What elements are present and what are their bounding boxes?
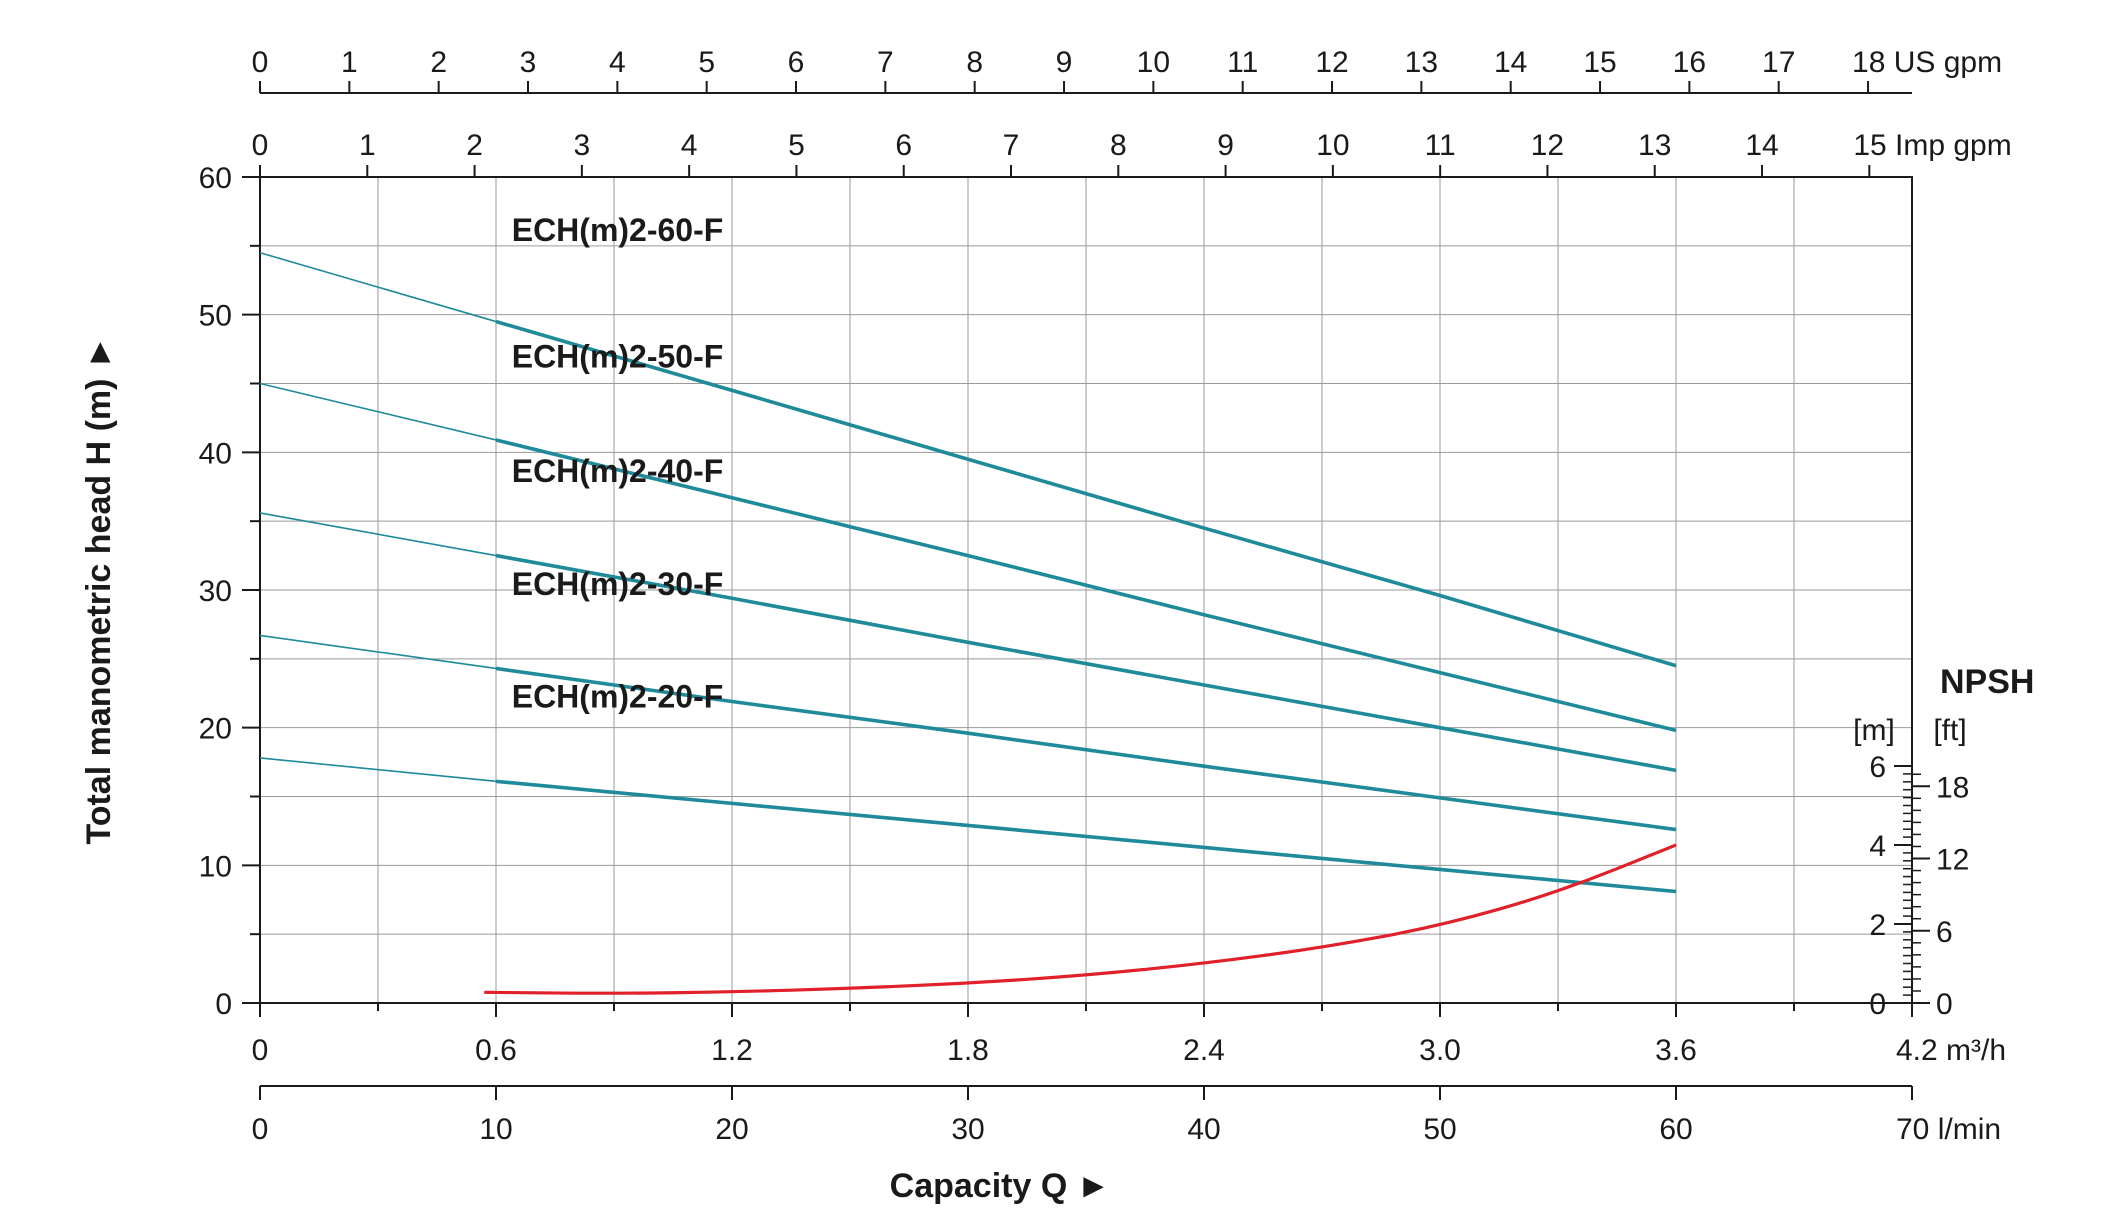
y-tick-label: 60 — [199, 162, 232, 195]
x-tick-label: 1.8 — [947, 1034, 989, 1067]
imp-gpm-tick-label: 13 — [1638, 129, 1671, 162]
imp-gpm-tick-label: 14 — [1745, 129, 1778, 162]
y-tick-label: 50 — [199, 300, 232, 333]
x-tick-label: 0 — [252, 1034, 269, 1067]
lmin-tick-label: 50 — [1423, 1113, 1456, 1146]
imp-gpm-tick-label: 10 — [1316, 129, 1349, 162]
npsh-unit-ft: [ft] — [1933, 714, 1966, 747]
us-gpm-tick-label: 8 — [966, 46, 983, 79]
imp-gpm-tick-label: 6 — [895, 129, 912, 162]
npsh-ft-tick-label: 6 — [1936, 916, 1953, 949]
us-gpm-tick-label: 5 — [698, 46, 715, 79]
us-gpm-tick-label: 7 — [877, 46, 894, 79]
curve-0 — [495, 319, 1677, 668]
imp-gpm-tick-label: 11 — [1425, 129, 1456, 162]
us-gpm-tick-label: 3 — [520, 46, 537, 79]
curve-label: ECH(m)2-40-F — [512, 453, 724, 489]
npsh-m-tick-label: 6 — [1869, 751, 1886, 784]
us-gpm-tick-label: 6 — [788, 46, 805, 79]
imp-gpm-tick-label: 0 — [252, 129, 269, 162]
curve-label: ECH(m)2-60-F — [512, 212, 724, 248]
us-gpm-tick-label: 14 — [1494, 46, 1527, 79]
lmin-tick-label: 40 — [1187, 1113, 1220, 1146]
curve-3 — [495, 666, 1677, 832]
us-gpm-tick-label: 1 — [341, 46, 358, 79]
npsh-group — [484, 843, 1677, 995]
imp-gpm-tick-label: 1 — [359, 129, 376, 162]
imp-gpm-tick-label: 8 — [1110, 129, 1127, 162]
us-gpm-tick-label: 2 — [430, 46, 447, 79]
curve-label: ECH(m)2-20-F — [512, 679, 724, 715]
curve-start-2 — [259, 512, 497, 557]
us-gpm-tick-label: 13 — [1405, 46, 1438, 79]
x-tick-label: 1.2 — [711, 1034, 753, 1067]
us-gpm-tick-label: 0 — [252, 46, 269, 79]
curve-start-3 — [259, 634, 497, 670]
x-tick-label: 3.0 — [1419, 1034, 1461, 1067]
imp-gpm-tick-label: 4 — [681, 129, 698, 162]
imp-gpm-tick-label: 2 — [466, 129, 483, 162]
us-gpm-tick-label: 4 — [609, 46, 626, 79]
y-tick-label: 0 — [215, 988, 232, 1021]
imp-gpm-tick-label: 9 — [1217, 129, 1234, 162]
y-tick-label: 40 — [199, 437, 232, 470]
curve-start-4 — [259, 757, 497, 783]
us-gpm-tick-label: 11 — [1227, 46, 1258, 79]
us-gpm-tick-label: 17 — [1762, 46, 1795, 79]
grid — [259, 176, 1913, 1004]
us-gpm-tick-label: 18 US gpm — [1852, 46, 2002, 79]
us-gpm-tick-label: 16 — [1673, 46, 1706, 79]
y-tick-label: 10 — [199, 850, 232, 883]
series-group — [259, 251, 1677, 894]
npsh-ft-tick-label: 12 — [1936, 844, 1969, 877]
npsh-title: NPSH — [1940, 663, 2034, 701]
npsh-unit-m: [m] — [1853, 714, 1895, 747]
us-gpm-tick-label: 12 — [1315, 46, 1348, 79]
curve-4 — [495, 779, 1677, 894]
curve-start-1 — [259, 382, 497, 441]
npsh-curve — [484, 843, 1677, 995]
lmin-tick-label: 0 — [252, 1113, 269, 1146]
x-tick-label: 2.4 — [1183, 1034, 1225, 1067]
x-tick-label: 0.6 — [475, 1034, 517, 1067]
lmin-tick-label: 60 — [1659, 1113, 1692, 1146]
lmin-tick-label: 10 — [479, 1113, 512, 1146]
us-gpm-tick-label: 15 — [1583, 46, 1616, 79]
lmin-tick-label: 30 — [951, 1113, 984, 1146]
x-tick-label: 3.6 — [1655, 1034, 1697, 1067]
npsh-ft-tick-label: 0 — [1936, 988, 1953, 1021]
imp-gpm-tick-label: 5 — [788, 129, 805, 162]
curve-start-0 — [259, 251, 497, 323]
imp-gpm-tick-label: 3 — [574, 129, 591, 162]
x-axis-title: Capacity Q ► — [890, 1167, 1111, 1205]
labels-group: ECH(m)2-60-F ECH(m)2-50-F ECH(m)2-40-F ECH(… — [80, 212, 1110, 1205]
imp-gpm-tick-label: 15 Imp gpm — [1853, 129, 2011, 162]
curve-1 — [495, 438, 1677, 733]
curve-2 — [495, 553, 1677, 773]
lmin-tick-label: 20 — [715, 1113, 748, 1146]
curve-label: ECH(m)2-30-F — [512, 566, 724, 602]
y-tick-label: 30 — [199, 575, 232, 608]
curve-label: ECH(m)2-50-F — [512, 339, 724, 375]
lmin-tick-label: 70 l/min — [1896, 1113, 2001, 1146]
y-tick-label: 20 — [199, 713, 232, 746]
x-tick-label: 4.2 m³/h — [1896, 1034, 2006, 1067]
npsh-ft-tick-label: 18 — [1936, 771, 1969, 804]
npsh-m-tick-label: 2 — [1869, 909, 1886, 942]
y-axis-title: Total manometric head H (m) ► — [80, 335, 118, 844]
us-gpm-tick-label: 9 — [1056, 46, 1073, 79]
imp-gpm-tick-label: 7 — [1003, 129, 1020, 162]
us-gpm-tick-label: 10 — [1137, 46, 1170, 79]
npsh-m-tick-label: 0 — [1869, 988, 1886, 1021]
npsh-m-tick-label: 4 — [1869, 830, 1886, 863]
imp-gpm-tick-label: 12 — [1531, 129, 1564, 162]
